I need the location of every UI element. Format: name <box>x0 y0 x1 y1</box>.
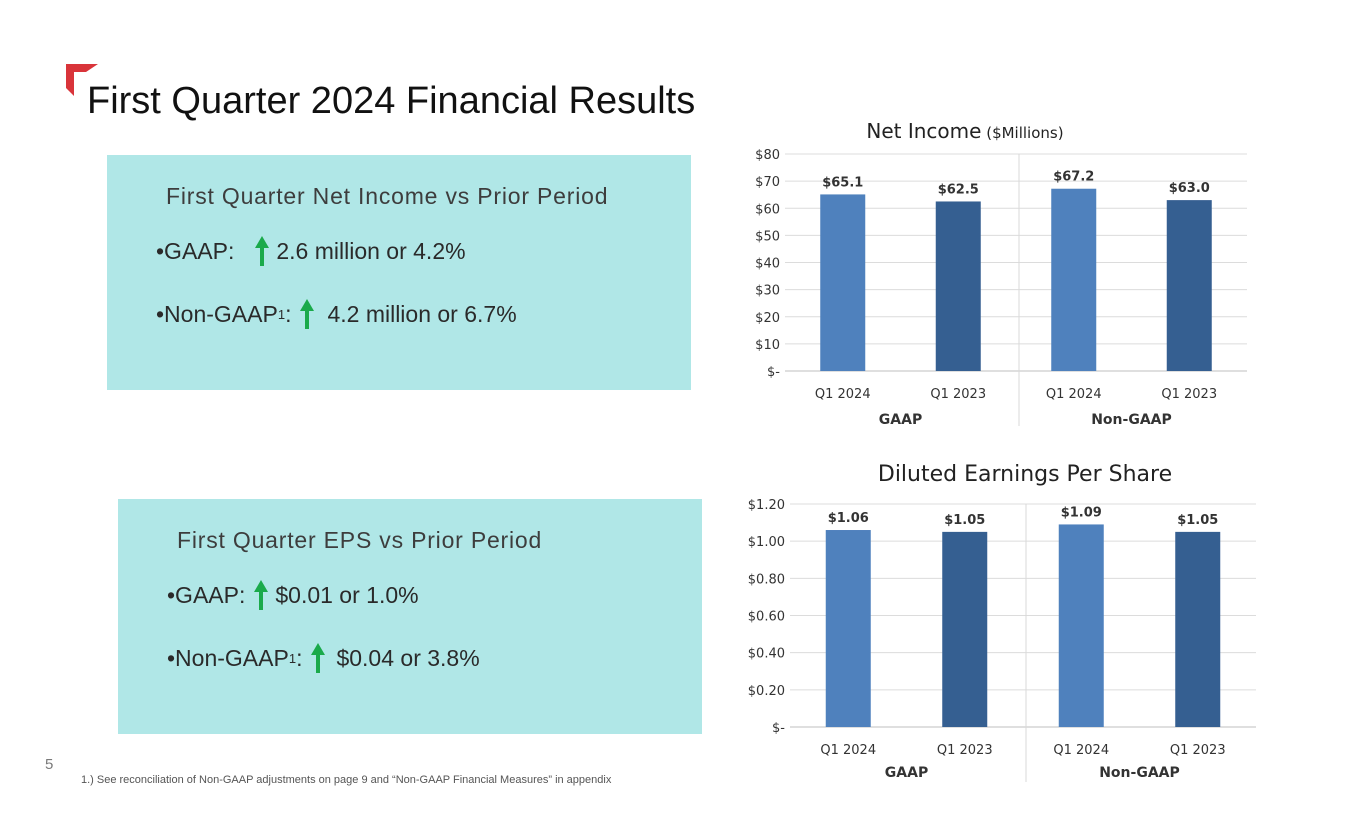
y-tick-label: $20 <box>755 311 780 326</box>
eps-chart: Diluted Earnings Per Share $- $0.20 $0.40 $0… <box>748 462 1256 782</box>
y-tick-label: $- <box>767 365 780 380</box>
footnote: 1.) See reconciliation of Non-GAAP adjus… <box>81 774 612 786</box>
y-tick-label: $50 <box>755 229 780 244</box>
group-label: Non-GAAP <box>1091 412 1172 428</box>
chart-title-text: Diluted Earnings Per Share <box>878 462 1172 487</box>
gaap-value: 2.6 million or 4.2% <box>276 237 466 264</box>
bar <box>825 530 871 727</box>
group-label: GAAP <box>885 765 928 781</box>
y-tick-label: $0.40 <box>748 647 785 662</box>
data-label: $1.06 <box>828 511 869 526</box>
y-tick-label: $- <box>772 721 785 736</box>
y-tick-label: $0.80 <box>748 572 785 587</box>
corner-accent-logo <box>66 64 98 96</box>
y-tick-label: $60 <box>755 202 780 217</box>
y-tick-label: $30 <box>755 284 780 299</box>
bar <box>935 201 981 371</box>
gaap-label: •GAAP: <box>167 581 246 608</box>
x-tick-label: Q1 2024 <box>1046 387 1102 402</box>
data-label: $65.1 <box>822 175 863 190</box>
x-tick-label: Q1 2024 <box>815 387 871 402</box>
x-tick-label: Q1 2023 <box>1161 387 1217 402</box>
data-label: $1.09 <box>1061 505 1102 520</box>
nongaap-value: $0.04 or 3.8% <box>336 644 480 671</box>
net-income-summary-box: First Quarter Net Income vs Prior Period… <box>107 155 691 390</box>
y-tick-label: $70 <box>755 175 780 190</box>
data-label: $67.2 <box>1053 170 1094 185</box>
footnote-marker: 1 <box>288 650 297 666</box>
bar <box>1058 524 1104 727</box>
up-arrow-icon <box>299 298 315 330</box>
x-tick-label: Q1 2023 <box>930 387 986 402</box>
y-tick-label: $40 <box>755 257 780 272</box>
nongaap-colon: : <box>285 300 292 327</box>
bar <box>1175 531 1221 727</box>
y-tick-label: $0.20 <box>748 684 785 699</box>
y-tick-label: $80 <box>755 148 780 163</box>
nongaap-label: •Non-GAAP <box>156 300 278 327</box>
eps-box-title: First Quarter EPS vs Prior Period <box>177 527 543 553</box>
y-tick-label: $10 <box>755 338 780 353</box>
up-arrow-icon <box>253 579 269 611</box>
net-income-chart: Net Income ($Millions) $- $10 $20 $30 $40 $50 $… <box>755 119 1247 428</box>
up-arrow-icon <box>254 235 270 267</box>
chart-title-text: Net Income <box>866 119 981 143</box>
data-label: $63.0 <box>1169 181 1210 196</box>
data-label: $1.05 <box>1177 513 1218 528</box>
y-tick-label: $0.60 <box>748 610 785 625</box>
footnote-marker: 1 <box>277 306 286 322</box>
y-tick-label: $1.20 <box>748 498 785 513</box>
group-label: GAAP <box>879 412 922 428</box>
bar <box>1051 188 1097 371</box>
gaap-label: •GAAP: <box>156 237 235 264</box>
chart-title: Diluted Earnings Per Share <box>878 462 1172 487</box>
page-number: 5 <box>45 756 54 773</box>
eps-nongaap-row: •Non-GAAP 1: $0.04 or 3.8% <box>167 642 480 674</box>
x-tick-label: Q1 2023 <box>937 743 993 758</box>
x-tick-label: Q1 2023 <box>1170 743 1226 758</box>
nongaap-label: •Non-GAAP <box>167 644 289 671</box>
up-arrow-icon <box>310 642 326 674</box>
gaap-value: $0.01 or 1.0% <box>275 581 419 608</box>
x-tick-label: Q1 2024 <box>820 743 876 758</box>
y-tick-label: $1.00 <box>748 535 785 550</box>
group-label: Non-GAAP <box>1099 765 1180 781</box>
bar <box>820 194 866 371</box>
net-income-box-title: First Quarter Net Income vs Prior Period <box>166 183 609 209</box>
bar <box>1166 200 1212 371</box>
nongaap-value: 4.2 million or 6.7% <box>327 300 517 327</box>
eps-summary-box: First Quarter EPS vs Prior Period •GAAP:… <box>118 499 702 734</box>
page-title: First Quarter 2024 Financial Results <box>87 80 696 122</box>
nongaap-colon: : <box>296 644 303 671</box>
data-label: $62.5 <box>938 182 979 197</box>
net-income-gaap-row: •GAAP: 2.6 million or 4.2% <box>156 235 466 267</box>
data-label: $1.05 <box>944 513 985 528</box>
net-income-nongaap-row: •Non-GAAP 1: 4.2 million or 6.7% <box>156 298 517 330</box>
chart-title: Net Income ($Millions) <box>866 119 1063 143</box>
x-tick-label: Q1 2024 <box>1053 743 1109 758</box>
eps-gaap-row: •GAAP: $0.01 or 1.0% <box>167 579 419 611</box>
chart-subtitle: ($Millions) <box>981 124 1063 142</box>
bar <box>942 531 988 727</box>
